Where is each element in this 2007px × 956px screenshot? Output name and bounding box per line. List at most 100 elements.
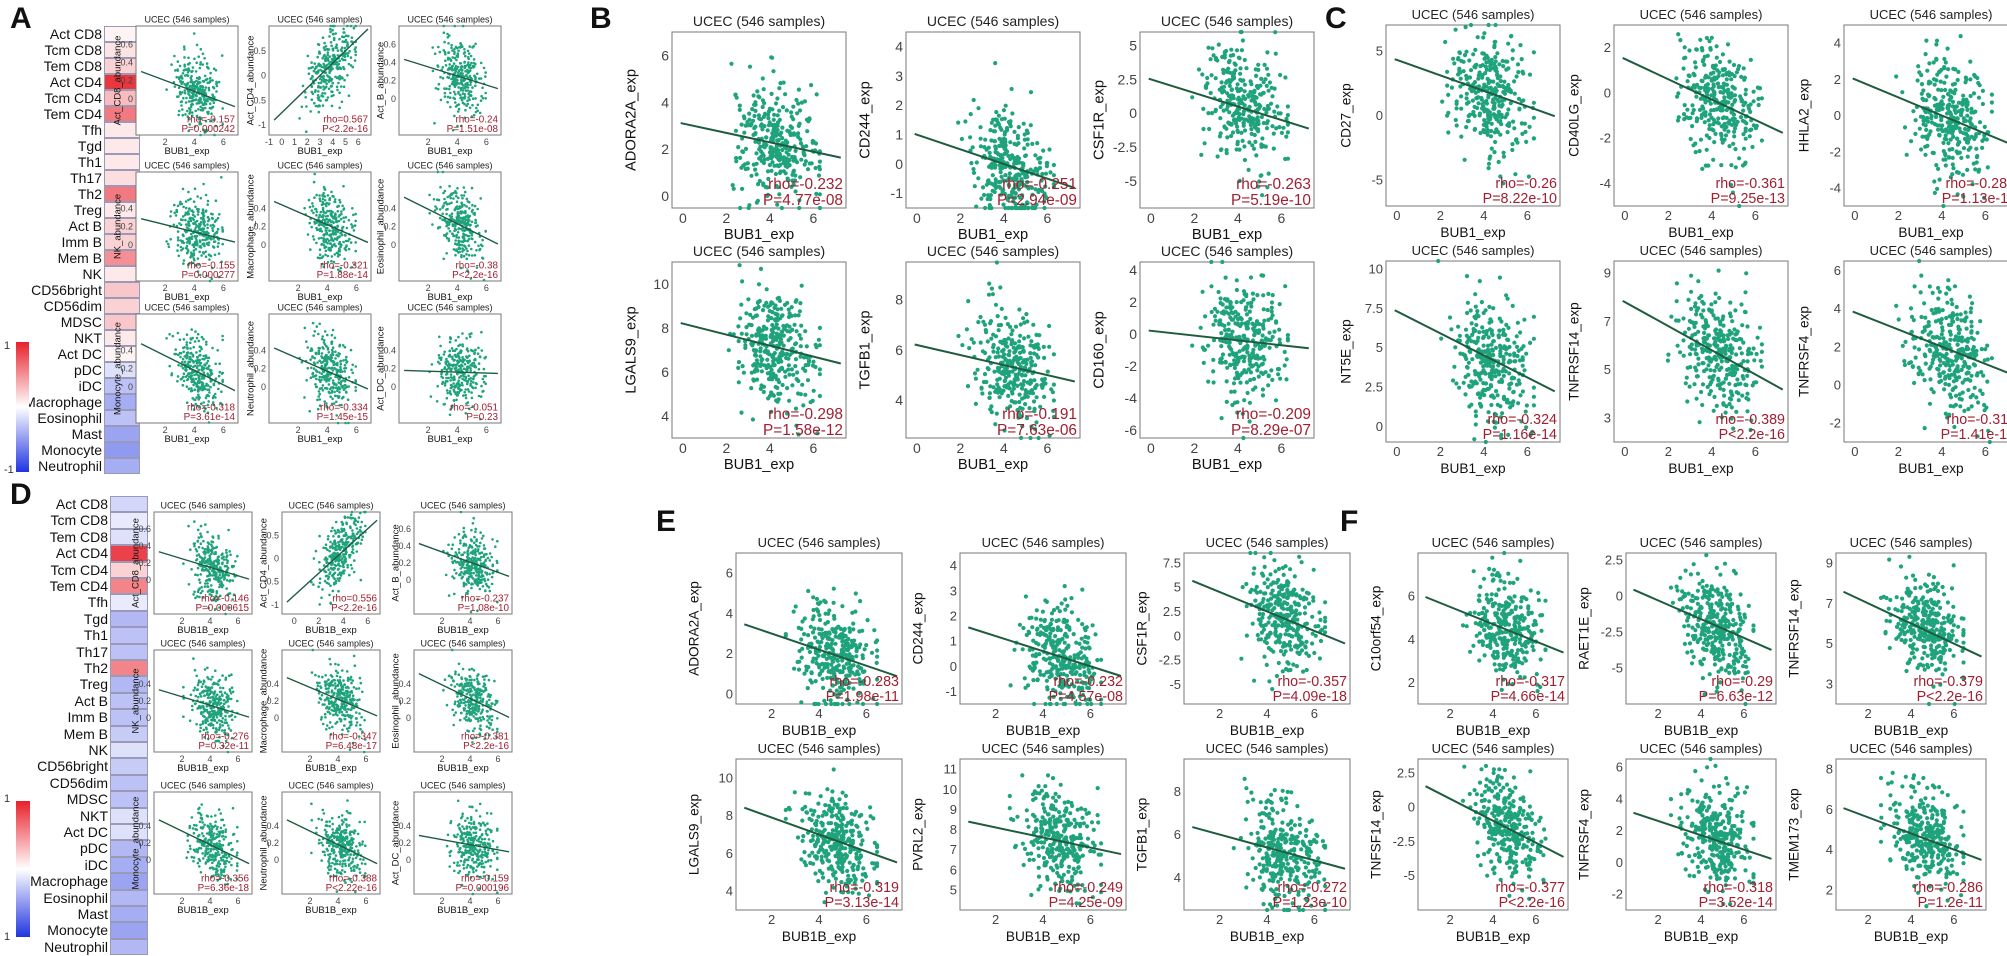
scatter-point bbox=[341, 225, 345, 229]
scatter-point bbox=[740, 279, 745, 284]
scatter-point bbox=[1198, 325, 1203, 330]
scatter-point bbox=[445, 202, 449, 206]
scatter-point bbox=[729, 61, 734, 66]
scatter-point bbox=[438, 216, 442, 220]
scatter-point bbox=[1003, 205, 1008, 211]
scatter-point bbox=[314, 207, 317, 211]
scatter-point bbox=[312, 211, 315, 215]
scatter-point bbox=[459, 62, 463, 65]
scatter-point bbox=[320, 215, 323, 219]
scatter-point bbox=[1017, 399, 1022, 405]
scatter-point bbox=[466, 249, 469, 253]
scatter-point bbox=[1039, 178, 1044, 183]
scatter-point bbox=[786, 152, 791, 157]
scatter-point bbox=[474, 97, 477, 100]
scatter-point bbox=[209, 385, 212, 389]
scatter-point bbox=[476, 103, 480, 107]
scatter-point bbox=[457, 220, 460, 224]
scatter-point bbox=[773, 373, 778, 378]
scatter-point bbox=[329, 354, 333, 357]
scatter-point bbox=[816, 173, 822, 178]
scatter-point bbox=[195, 43, 199, 47]
scatter-point bbox=[739, 302, 744, 307]
scatter-point bbox=[194, 330, 197, 333]
scatter-point bbox=[315, 221, 318, 224]
scatter-point bbox=[334, 375, 337, 378]
scatter-point bbox=[192, 200, 196, 203]
scatter-point bbox=[317, 228, 321, 231]
scatter-point bbox=[331, 397, 334, 400]
scatter-point bbox=[207, 356, 211, 360]
scatter-point bbox=[794, 298, 799, 303]
scatter-point bbox=[452, 78, 456, 82]
scatter-point bbox=[465, 75, 468, 78]
scatter-point bbox=[796, 313, 801, 318]
scatter-point bbox=[1225, 365, 1230, 370]
scatter-point bbox=[474, 84, 477, 88]
scatter-point bbox=[996, 346, 1001, 351]
scatter-point bbox=[1266, 171, 1271, 176]
scatter-point bbox=[331, 230, 335, 233]
scatter-point bbox=[1243, 305, 1248, 310]
scatter-point bbox=[465, 382, 469, 386]
scatter-point bbox=[1033, 187, 1038, 192]
scatter-point bbox=[436, 198, 439, 201]
scatter-plot-a-6: UCEC (546 samples)2 4 600.20.4BUB1_expEosi… bbox=[376, 160, 502, 303]
scatter-point bbox=[1218, 318, 1223, 323]
scatter-point bbox=[794, 97, 799, 103]
scatter-point bbox=[182, 379, 186, 383]
heatmap-cell bbox=[110, 922, 148, 939]
scatter-point bbox=[189, 219, 193, 223]
scatter-point bbox=[1233, 354, 1238, 359]
scatter-point bbox=[467, 234, 471, 238]
scatter-point bbox=[460, 243, 464, 247]
heatmap-row-label: Act B bbox=[74, 692, 108, 709]
scatter-point bbox=[481, 377, 485, 381]
scatter-point bbox=[466, 355, 469, 359]
scatter-point bbox=[1027, 381, 1033, 386]
regression-line bbox=[403, 196, 499, 245]
scatter-point bbox=[456, 359, 459, 363]
p-value-annotation: P=1.88e-14 bbox=[317, 270, 369, 281]
scatter-point bbox=[447, 239, 451, 243]
scatter-point bbox=[1006, 182, 1011, 187]
scatter-point bbox=[318, 322, 321, 326]
scatter-point bbox=[324, 45, 328, 48]
scatter-point bbox=[754, 161, 759, 166]
scatter-point bbox=[196, 88, 200, 92]
scatter-point bbox=[1245, 390, 1250, 396]
scatter-point bbox=[1202, 141, 1207, 146]
scatter-point bbox=[484, 71, 487, 74]
scatter-point bbox=[1015, 133, 1020, 138]
scatter-point bbox=[198, 358, 202, 362]
scatter-point bbox=[989, 286, 994, 291]
scatter-point bbox=[429, 395, 433, 398]
scatter-point bbox=[756, 304, 761, 310]
scatter-point bbox=[1217, 134, 1222, 139]
scatter-point bbox=[1270, 334, 1275, 339]
scatter-point bbox=[354, 53, 357, 57]
scatter-point bbox=[1025, 205, 1030, 211]
scatter-point bbox=[443, 402, 446, 406]
scatter-point bbox=[470, 237, 473, 240]
scatter-point bbox=[1002, 379, 1007, 384]
scatter-point bbox=[1005, 149, 1010, 154]
panel-label-f: F bbox=[1340, 505, 1359, 538]
scatter-point bbox=[1010, 111, 1015, 116]
scatter-point bbox=[195, 383, 199, 386]
scatter-point bbox=[310, 225, 313, 229]
scatter-point bbox=[344, 383, 347, 387]
p-value-annotation: P=4.77e-08 bbox=[763, 192, 843, 209]
scatter-point bbox=[1235, 410, 1240, 415]
scatter-point bbox=[747, 111, 752, 116]
scatter-point bbox=[209, 71, 212, 75]
scatter-point bbox=[1016, 415, 1021, 420]
scatter-point bbox=[191, 111, 194, 114]
scatter-point bbox=[306, 366, 310, 370]
scatter-point bbox=[326, 194, 330, 197]
scatter-point bbox=[1011, 386, 1016, 391]
scatter-point bbox=[317, 52, 321, 55]
scatter-point bbox=[468, 207, 471, 210]
scatter-point bbox=[471, 405, 474, 408]
scatter-point bbox=[988, 197, 993, 202]
